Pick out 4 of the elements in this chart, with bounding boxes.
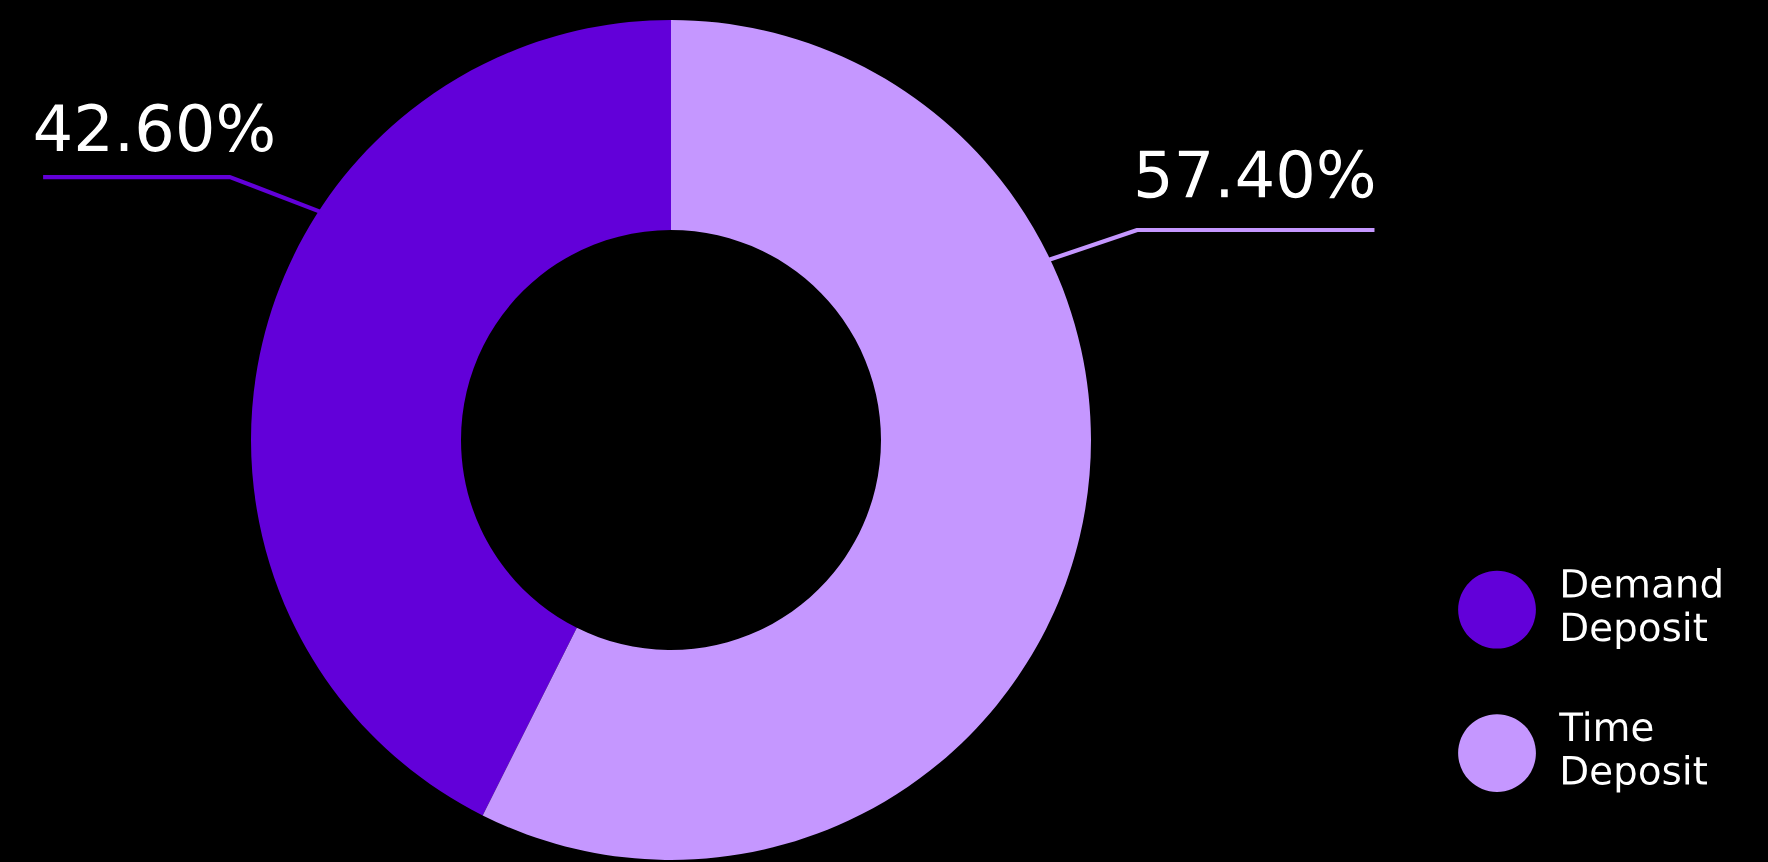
legend-label: Time Deposit xyxy=(1559,711,1707,793)
legend-label: Demand Deposit xyxy=(1563,567,1721,650)
data-label: 57.40% xyxy=(1137,149,1374,199)
data-label: 42.60% xyxy=(35,103,273,152)
